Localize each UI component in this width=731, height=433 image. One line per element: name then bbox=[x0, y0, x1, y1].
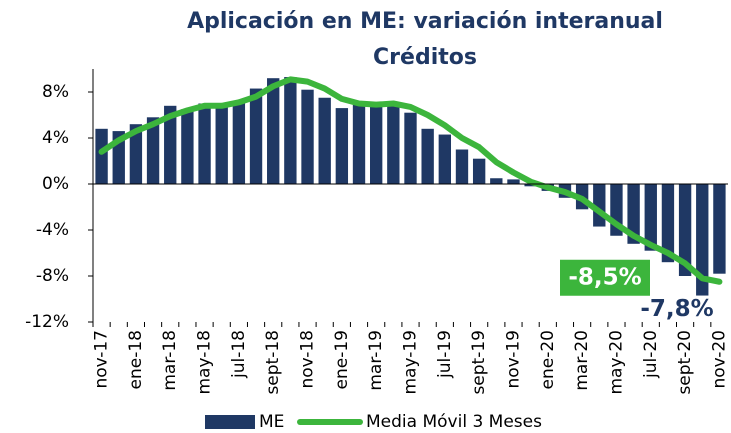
x-tick-label: nov-18 bbox=[298, 330, 318, 389]
y-tick-label: -8% bbox=[36, 266, 69, 286]
bar bbox=[490, 178, 503, 184]
bar bbox=[661, 184, 675, 263]
bar bbox=[129, 124, 143, 184]
y-tick-label: 4% bbox=[42, 128, 69, 148]
bar bbox=[472, 158, 486, 184]
x-tick-label: may-18 bbox=[195, 330, 215, 395]
legend-label: Media Móvil 3 Meses bbox=[366, 412, 542, 432]
x-tick-label: mar-19 bbox=[366, 330, 386, 391]
legend-label: ME bbox=[259, 412, 284, 432]
y-tick-label: -12% bbox=[25, 312, 69, 332]
bar bbox=[318, 97, 331, 184]
x-tick-label: mar-18 bbox=[160, 330, 180, 391]
bar bbox=[421, 128, 434, 184]
x-tick-label: jul-20 bbox=[641, 330, 661, 379]
x-tick-label: ene-19 bbox=[332, 330, 352, 389]
x-tick-label: sept-19 bbox=[469, 330, 489, 395]
x-tick-label: may-20 bbox=[606, 330, 626, 395]
bar bbox=[232, 103, 246, 184]
bar bbox=[164, 105, 177, 184]
bar bbox=[524, 184, 537, 187]
bar bbox=[198, 103, 211, 184]
line bbox=[98, 76, 723, 285]
bar bbox=[215, 105, 228, 184]
bar bbox=[713, 184, 726, 274]
x-tick-label: nov-19 bbox=[503, 330, 523, 389]
chart-subtitle: Créditos bbox=[373, 45, 477, 70]
bar bbox=[678, 184, 692, 276]
value-label: -7,8% bbox=[640, 296, 713, 322]
bar bbox=[352, 104, 366, 184]
x-tick-label: mar-20 bbox=[572, 330, 592, 391]
x-tick-label: sept-18 bbox=[263, 330, 283, 395]
bar bbox=[267, 78, 280, 184]
bar bbox=[249, 88, 263, 184]
x-tick-label: jul-18 bbox=[229, 330, 249, 379]
bar bbox=[284, 77, 297, 184]
x-tick-label: nov-20 bbox=[709, 330, 729, 389]
bar bbox=[181, 109, 194, 184]
bar bbox=[369, 106, 383, 184]
chart-title: Aplicación en ME: variación interanual bbox=[187, 9, 663, 34]
x-tick-label: nov-17 bbox=[92, 330, 112, 389]
bar bbox=[387, 103, 400, 184]
x-tick-label: jul-19 bbox=[435, 330, 455, 379]
legend-swatch bbox=[205, 415, 255, 429]
bar bbox=[438, 134, 452, 184]
x-tick-label: ene-18 bbox=[126, 330, 146, 389]
bar bbox=[146, 117, 160, 184]
y-tick-label: 0% bbox=[42, 174, 69, 194]
x-tick-label: sept-20 bbox=[675, 330, 695, 395]
x-tick-label: ene-20 bbox=[538, 330, 558, 389]
bar bbox=[335, 108, 349, 184]
bar bbox=[696, 184, 709, 296]
bar bbox=[301, 89, 314, 184]
bar bbox=[644, 184, 657, 251]
bar bbox=[95, 128, 108, 184]
bar bbox=[455, 149, 469, 184]
bar bbox=[627, 184, 640, 244]
x-tick-label: may-19 bbox=[401, 330, 421, 395]
value-label-box bbox=[560, 259, 650, 296]
y-tick-label: -4% bbox=[36, 220, 69, 240]
y-tick-label: 8% bbox=[42, 82, 69, 102]
bar bbox=[507, 179, 520, 184]
bar bbox=[404, 112, 417, 184]
value-label: -8,5% bbox=[568, 264, 641, 290]
